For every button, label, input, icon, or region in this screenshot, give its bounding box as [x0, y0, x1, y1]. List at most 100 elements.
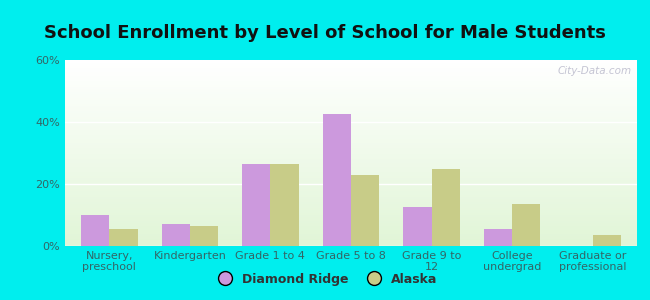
Bar — [65, 231, 637, 233]
Bar — [65, 159, 637, 161]
Bar — [65, 188, 637, 190]
Bar — [65, 73, 637, 75]
Bar — [65, 207, 637, 209]
Bar — [65, 192, 637, 194]
Bar — [65, 90, 637, 92]
Bar — [65, 190, 637, 192]
Bar — [65, 238, 637, 240]
Bar — [65, 151, 637, 153]
Bar — [65, 134, 637, 136]
Bar — [65, 140, 637, 142]
Bar — [65, 168, 637, 170]
Bar — [65, 170, 637, 172]
Bar — [190, 226, 218, 246]
Bar — [65, 155, 637, 157]
Bar — [65, 149, 637, 151]
Bar — [65, 201, 637, 203]
Bar — [65, 162, 637, 164]
Bar — [65, 226, 637, 227]
Bar — [65, 227, 637, 229]
Bar — [65, 103, 637, 105]
Bar — [65, 75, 637, 77]
Bar — [65, 69, 637, 71]
Bar — [65, 79, 637, 80]
Text: School Enrollment by Level of School for Male Students: School Enrollment by Level of School for… — [44, 24, 606, 42]
Bar — [65, 183, 637, 184]
Bar — [65, 203, 637, 205]
Bar — [65, 94, 637, 95]
Bar — [65, 80, 637, 82]
Bar — [65, 106, 637, 108]
Bar — [65, 60, 637, 62]
Bar — [65, 187, 637, 188]
Bar — [65, 125, 637, 127]
Bar — [65, 175, 637, 177]
Bar — [65, 119, 637, 122]
Bar — [65, 123, 637, 125]
Bar — [512, 204, 540, 246]
Bar — [65, 205, 637, 207]
Bar — [65, 220, 637, 222]
Bar — [65, 218, 637, 220]
Bar — [65, 147, 637, 149]
Bar — [323, 114, 351, 246]
Bar — [65, 122, 637, 123]
Bar — [65, 181, 637, 183]
Bar — [109, 229, 138, 246]
Bar — [65, 64, 637, 66]
Bar — [65, 196, 637, 198]
Bar — [65, 157, 637, 159]
Bar — [593, 235, 621, 246]
Bar — [484, 229, 512, 246]
Bar — [270, 164, 298, 246]
Bar — [65, 198, 637, 200]
Bar — [65, 244, 637, 246]
Bar — [65, 164, 637, 166]
Bar — [65, 146, 637, 147]
Bar — [242, 164, 270, 246]
Bar — [65, 133, 637, 134]
Bar — [65, 110, 637, 112]
Bar — [65, 108, 637, 110]
Bar — [65, 173, 637, 175]
Bar — [65, 127, 637, 129]
Bar — [65, 216, 637, 218]
Bar — [65, 92, 637, 94]
Bar — [65, 114, 637, 116]
Bar — [65, 88, 637, 90]
Bar — [65, 177, 637, 179]
Legend: Diamond Ridge, Alaska: Diamond Ridge, Alaska — [207, 268, 443, 291]
Bar — [65, 105, 637, 106]
Bar — [65, 77, 637, 79]
Bar — [65, 97, 637, 99]
Bar — [65, 214, 637, 216]
Bar — [65, 153, 637, 155]
Bar — [65, 71, 637, 73]
Bar — [65, 224, 637, 226]
Bar — [65, 237, 637, 239]
Bar — [404, 207, 432, 246]
Bar — [65, 118, 637, 119]
Bar — [65, 233, 637, 235]
Bar — [65, 200, 637, 201]
Bar — [65, 229, 637, 231]
Bar — [65, 129, 637, 131]
Bar — [65, 235, 637, 237]
Bar — [65, 62, 637, 64]
Bar — [65, 138, 637, 140]
Bar — [65, 194, 637, 196]
Bar — [65, 95, 637, 97]
Bar — [65, 209, 637, 211]
Bar — [65, 84, 637, 86]
Text: City-Data.com: City-Data.com — [557, 66, 631, 76]
Bar — [65, 184, 637, 187]
Bar — [65, 82, 637, 84]
Bar — [65, 240, 637, 242]
Bar — [81, 215, 109, 246]
Bar — [65, 86, 637, 88]
Bar — [65, 101, 637, 103]
Bar — [65, 160, 637, 162]
Bar — [65, 166, 637, 168]
Bar — [65, 172, 637, 173]
Bar — [65, 242, 637, 244]
